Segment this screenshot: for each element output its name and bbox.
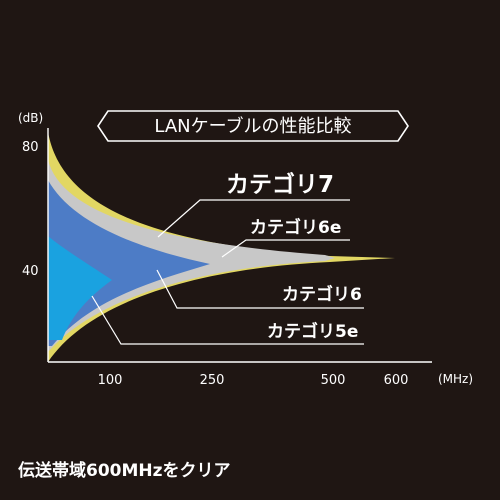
bandwidth-caption: 伝送帯域600MHzをクリア <box>18 461 231 481</box>
x-tick-250: 250 <box>200 373 225 388</box>
label-cat6: カテゴリ6 <box>282 284 362 305</box>
title-frame <box>97 110 409 142</box>
series-cat6-area <box>48 180 210 346</box>
x-tick-100: 100 <box>98 373 123 388</box>
y-tick-40: 40 <box>22 264 39 279</box>
x-tick-500: 500 <box>321 373 346 388</box>
label-cat6e: カテゴリ6e <box>250 217 341 238</box>
y-tick-80: 80 <box>22 140 39 155</box>
y-axis-unit: (dB) <box>18 111 43 125</box>
series-cat6e-area <box>48 160 335 352</box>
x-axis-unit: (MHz) <box>438 372 473 386</box>
performance-chart: LANケーブルの性能比較 (dB) (MHz) 80 40 100 250 50… <box>18 110 473 388</box>
chart-title: LANケーブルの性能比較 <box>154 115 351 137</box>
leader-cat6e <box>221 239 350 258</box>
leader-cat7 <box>157 199 350 238</box>
label-cat7: カテゴリ7 <box>226 171 334 198</box>
label-cat5e: カテゴリ5e <box>267 321 358 342</box>
leader-cat6 <box>156 269 364 309</box>
series-cat5e-area <box>48 236 112 340</box>
x-tick-600: 600 <box>384 373 409 388</box>
leader-cat5e <box>91 295 364 345</box>
